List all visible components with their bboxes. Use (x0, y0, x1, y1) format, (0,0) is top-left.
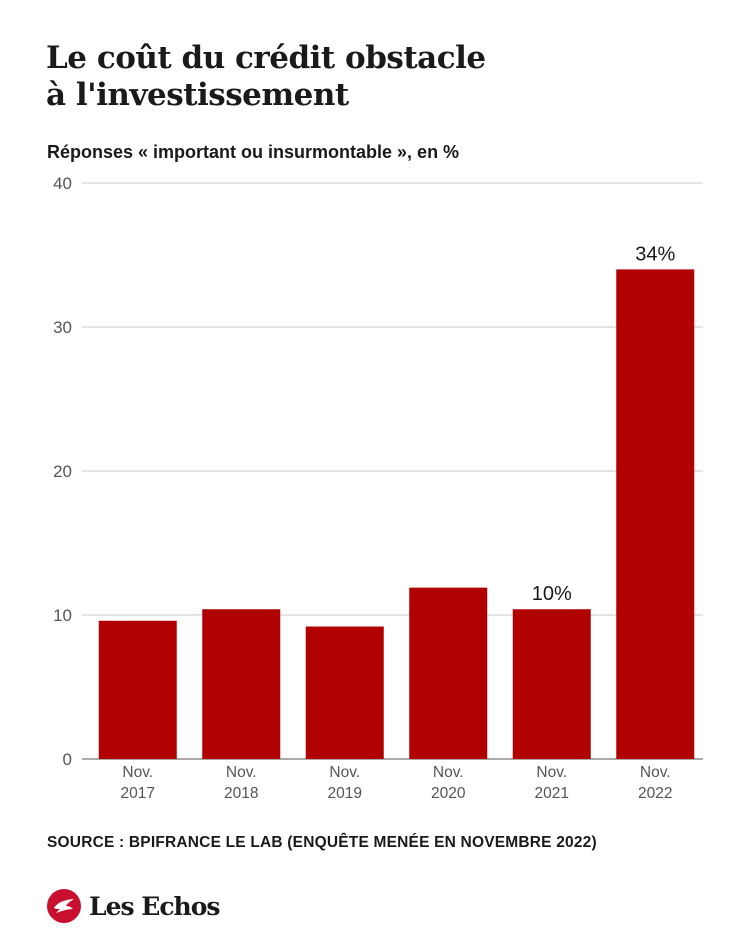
brand-logo: Les Echos (47, 888, 220, 924)
x-tick-label: 2017 (121, 785, 155, 802)
y-tick-label: 20 (53, 462, 72, 481)
title-line-2: à l'investissement (46, 77, 349, 113)
x-tick-label: Nov. (226, 764, 257, 781)
bar (305, 626, 384, 759)
les-echos-emblem-icon (47, 889, 81, 923)
x-tick-label: 2018 (224, 785, 258, 802)
bar (202, 609, 281, 759)
x-tick-label: Nov. (433, 764, 464, 781)
data-label: 10% (532, 583, 572, 605)
y-tick-label: 0 (63, 750, 72, 769)
bird-icon (54, 899, 74, 913)
y-tick-label: 10 (53, 606, 72, 625)
x-tick-label: Nov. (329, 764, 360, 781)
chart-subtitle: Réponses « important ou insurmontable »,… (47, 142, 460, 162)
x-tick-label: 2022 (638, 785, 672, 802)
source-note: SOURCE : BPIFRANCE LE LAB (ENQUÊTE MENÉE… (47, 834, 597, 851)
x-tick-label: 2021 (535, 785, 569, 802)
bar-chart: 0 10 20 30 40 Nov. 2017 Nov. 2018 Nov. 2019 Nov. 202… (53, 174, 703, 802)
y-tick-label: 30 (53, 318, 72, 337)
x-tick-label: 2020 (431, 785, 466, 802)
chart-title: Le coût du crédit obstacle à l'investiss… (46, 40, 686, 114)
x-tick-label: 2019 (328, 785, 362, 802)
x-tick-label: Nov. (122, 764, 153, 781)
x-tick-label: Nov. (640, 764, 671, 781)
data-label: 34% (635, 243, 675, 265)
x-tick-label: Nov. (536, 764, 567, 781)
title-line-1: Le coût du crédit obstacle (46, 40, 486, 76)
bar (616, 269, 695, 759)
bar (512, 609, 591, 759)
brand-name: Les Echos (89, 891, 220, 921)
bar (98, 620, 177, 759)
bar (409, 587, 488, 759)
y-tick-label: 40 (53, 174, 72, 193)
